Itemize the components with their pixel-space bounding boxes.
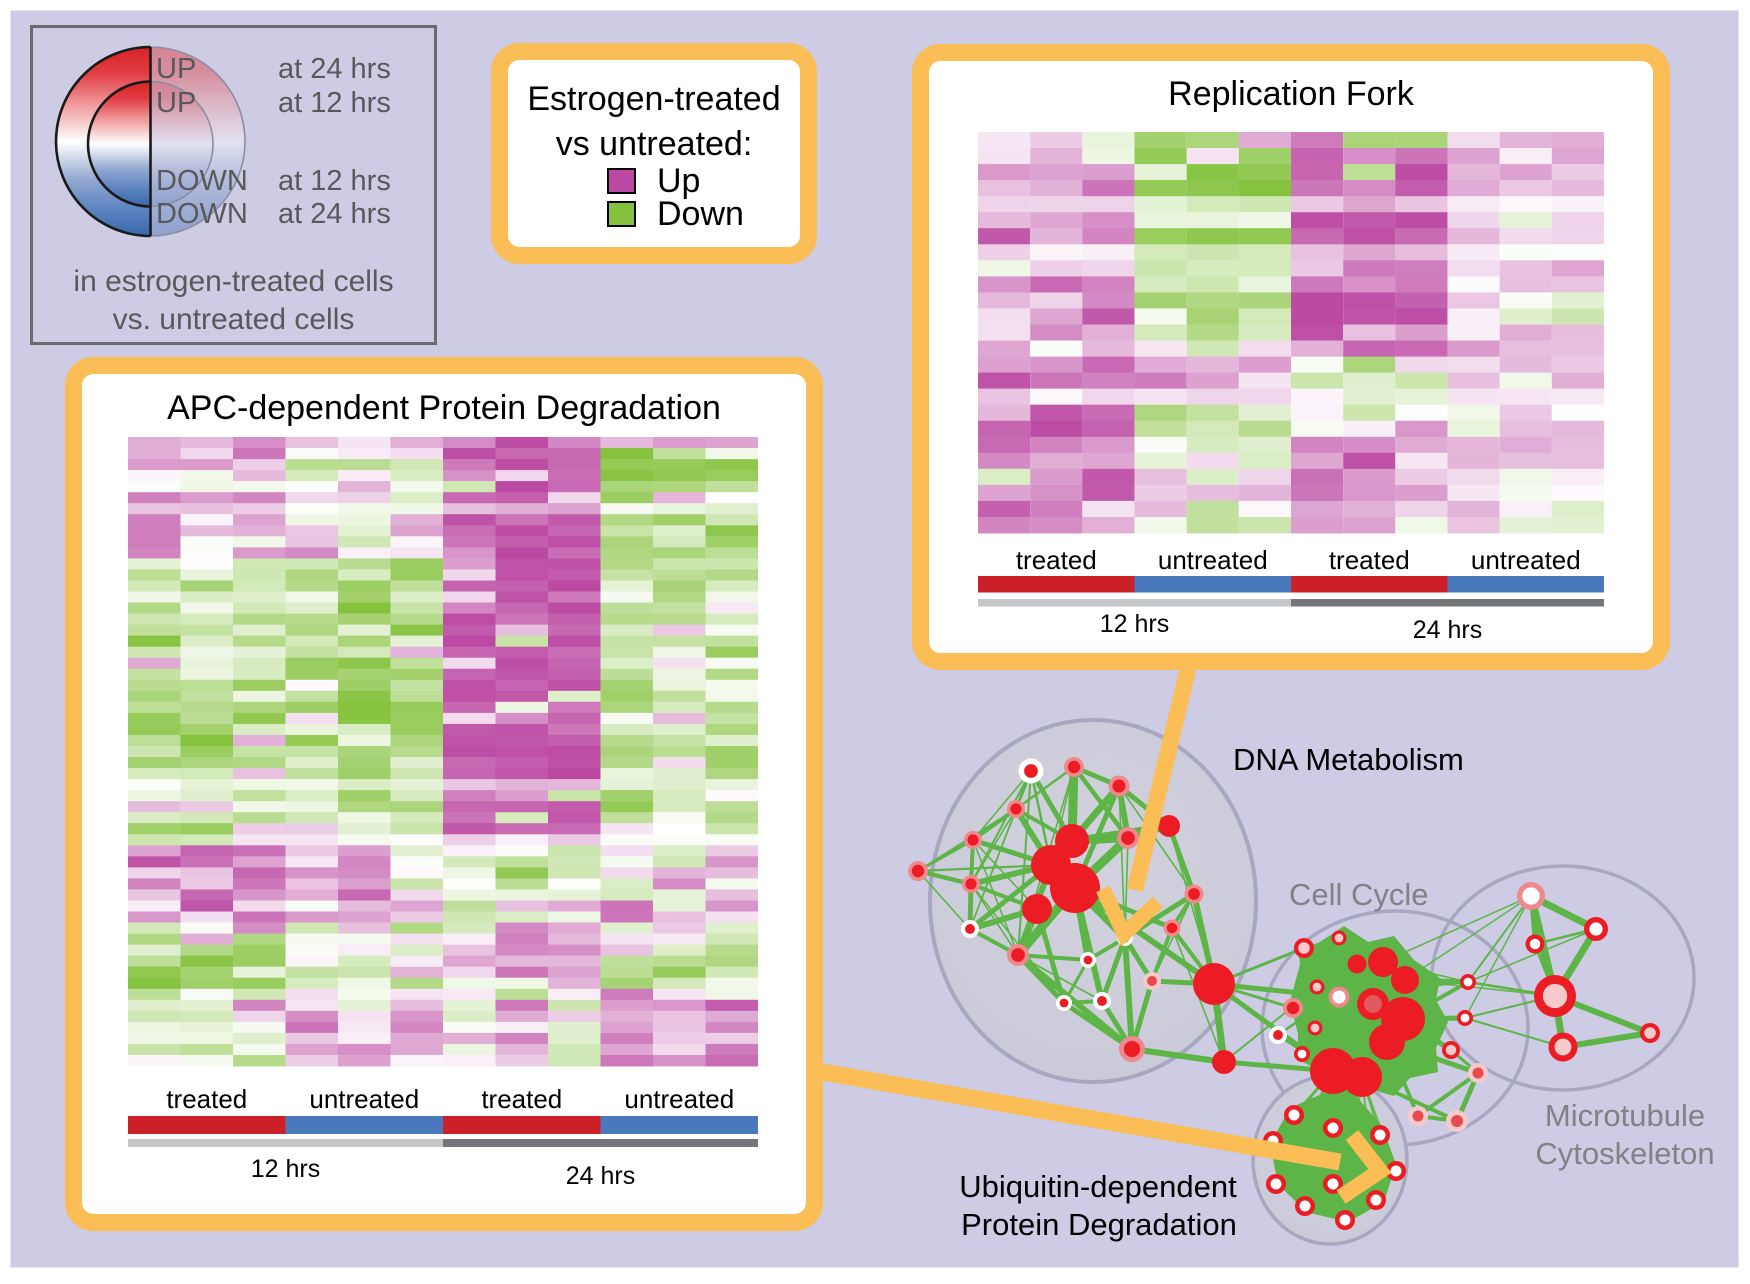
svg-text:at 12 hrs: at 12 hrs	[278, 165, 391, 197]
svg-text:at 24 hrs: at 24 hrs	[278, 53, 391, 85]
svg-text:untreated: untreated	[1158, 545, 1268, 575]
svg-text:treated: treated	[166, 1084, 247, 1114]
svg-text:12 hrs: 12 hrs	[1100, 610, 1169, 638]
svg-text:treated: treated	[481, 1084, 562, 1114]
svg-text:vs untreated:: vs untreated:	[556, 125, 753, 163]
svg-text:Protein Degradation: Protein Degradation	[961, 1207, 1237, 1242]
svg-text:Cell Cycle: Cell Cycle	[1289, 877, 1429, 912]
svg-text:Cytoskeleton: Cytoskeleton	[1535, 1136, 1714, 1171]
svg-text:UP: UP	[156, 87, 196, 119]
svg-text:DOWN: DOWN	[156, 165, 248, 197]
svg-text:24 hrs: 24 hrs	[566, 1162, 635, 1190]
svg-text:24 hrs: 24 hrs	[1413, 616, 1482, 644]
svg-text:12 hrs: 12 hrs	[251, 1155, 320, 1183]
svg-text:untreated: untreated	[1471, 545, 1581, 575]
svg-text:APC-dependent Protein Degradat: APC-dependent Protein Degradation	[167, 389, 721, 427]
svg-text:Up: Up	[657, 162, 700, 200]
svg-text:treated: treated	[1016, 545, 1097, 575]
svg-text:Replication Fork: Replication Fork	[1168, 75, 1415, 113]
svg-text:Microtubule: Microtubule	[1545, 1098, 1705, 1133]
svg-text:untreated: untreated	[624, 1084, 734, 1114]
svg-text:at 12 hrs: at 12 hrs	[278, 87, 391, 119]
svg-text:treated: treated	[1329, 545, 1410, 575]
svg-text:DNA Metabolism: DNA Metabolism	[1233, 742, 1464, 777]
svg-text:Estrogen-treated: Estrogen-treated	[527, 80, 780, 118]
svg-text:at 24 hrs: at 24 hrs	[278, 198, 391, 230]
svg-text:vs. untreated cells: vs. untreated cells	[113, 303, 355, 336]
svg-text:in estrogen-treated cells: in estrogen-treated cells	[73, 265, 393, 298]
svg-text:untreated: untreated	[309, 1084, 419, 1114]
svg-text:Down: Down	[657, 195, 744, 233]
svg-text:DOWN: DOWN	[156, 198, 248, 230]
svg-text:Ubiquitin-dependent: Ubiquitin-dependent	[959, 1169, 1237, 1204]
svg-text:UP: UP	[156, 53, 196, 85]
